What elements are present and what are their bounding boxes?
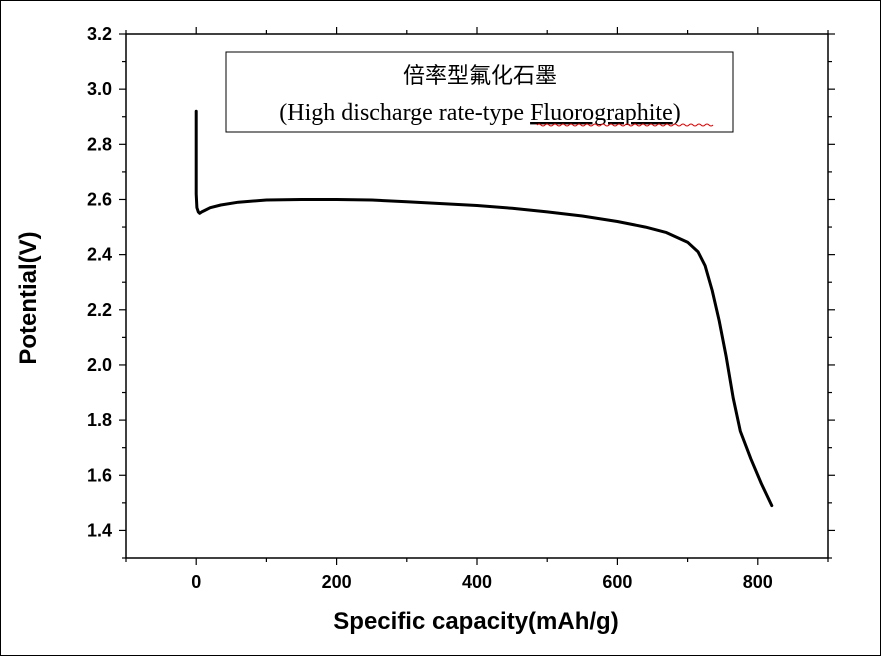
y-tick-label: 3.2 [87, 24, 112, 44]
legend-suffix: ) [673, 100, 681, 126]
plot-area [125, 33, 829, 559]
y-tick-label: 1.8 [87, 410, 112, 430]
spellcheck-squiggle [536, 123, 714, 127]
y-tick-label: 1.6 [87, 465, 112, 485]
y-axis-title: Potential(V) [15, 231, 42, 364]
x-tick-label: 800 [743, 572, 773, 592]
x-axis-title: Specific capacity(mAh/g) [333, 608, 618, 635]
y-tick-label: 2.6 [87, 189, 112, 209]
y-tick-label: 2.4 [87, 245, 112, 265]
tick-labels-group: 0 200 400 600 800 1.4 1.6 1.8 2.0 2.2 2.4 2.6 2.8 3.0… [87, 24, 773, 592]
legend-box: 倍率型氟化石墨 (High discharge rate-type Fluoro… [225, 51, 734, 133]
legend-title-en: (High discharge rate-type Fluorographite… [279, 100, 680, 126]
y-tick-label: 2.0 [87, 355, 112, 375]
y-tick-label: 2.2 [87, 300, 112, 320]
legend-title-cjk: 倍率型氟化石墨 [403, 64, 557, 89]
y-tick-label: 2.8 [87, 134, 112, 154]
data-series-line [194, 109, 774, 508]
y-tick-label: 3.0 [87, 79, 112, 99]
x-tick-label: 0 [191, 572, 201, 592]
x-tick-label: 400 [462, 572, 492, 592]
x-tick-label: 200 [322, 572, 352, 592]
legend-underlined-word: Fluorographite [530, 100, 673, 126]
x-tick-label: 600 [602, 572, 632, 592]
y-tick-label: 1.4 [87, 520, 112, 540]
legend-prefix: (High discharge rate-type [279, 100, 530, 126]
